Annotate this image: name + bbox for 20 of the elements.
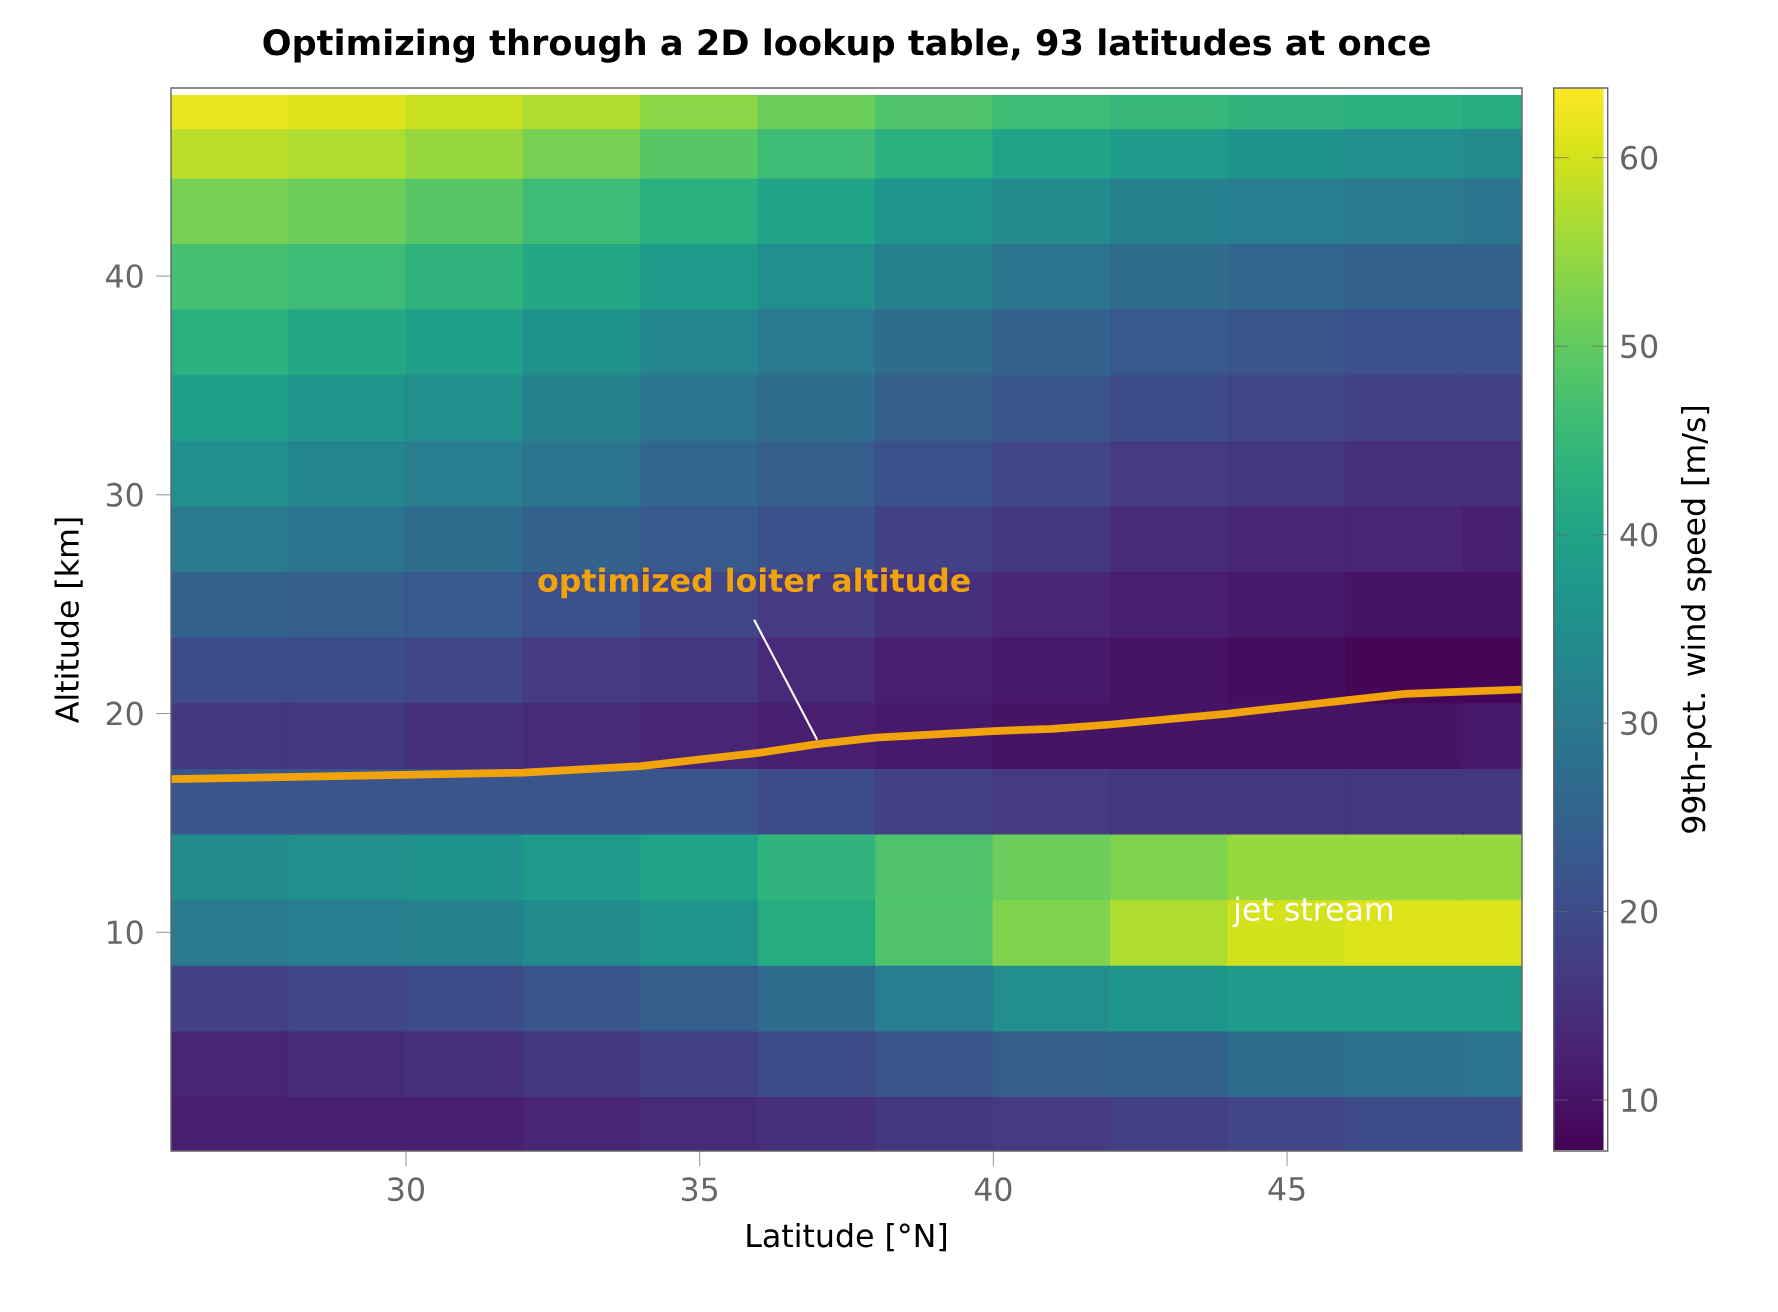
- color-bar-label: 20: [1621, 899, 1658, 924]
- x-tick-label: 45: [1268, 1177, 1305, 1201]
- y-tick-label: 30: [106, 482, 143, 507]
- color-bar-label: 30: [1621, 711, 1658, 736]
- y-tick-label: 40: [106, 264, 143, 289]
- x-tick-label: 40: [974, 1177, 1012, 1202]
- color-bar-label: 60: [1621, 145, 1658, 170]
- color-bar-title: 99th-pct. wind speed [m/s]: [1681, 406, 1712, 833]
- annotation: optimized loiter altitude: [538, 567, 970, 599]
- annotation: jet stream: [1232, 896, 1393, 928]
- color-bar-label: 50: [1621, 334, 1658, 359]
- x-tick-label: 30: [388, 1177, 424, 1202]
- y-axis-title: Altitude [km]: [54, 518, 83, 724]
- y-tick-label: 10: [107, 920, 143, 945]
- y-tick-label: 20: [106, 701, 143, 726]
- color-bar-label: 40: [1620, 522, 1658, 547]
- color-bar-label: 10: [1622, 1088, 1658, 1113]
- x-axis-title: Latitude [°N]: [747, 1222, 946, 1252]
- x-tick-label: 35: [681, 1177, 718, 1202]
- chart-title: Optimizing through a 2D lookup table, 93 latitudes at once: [263, 28, 1430, 63]
